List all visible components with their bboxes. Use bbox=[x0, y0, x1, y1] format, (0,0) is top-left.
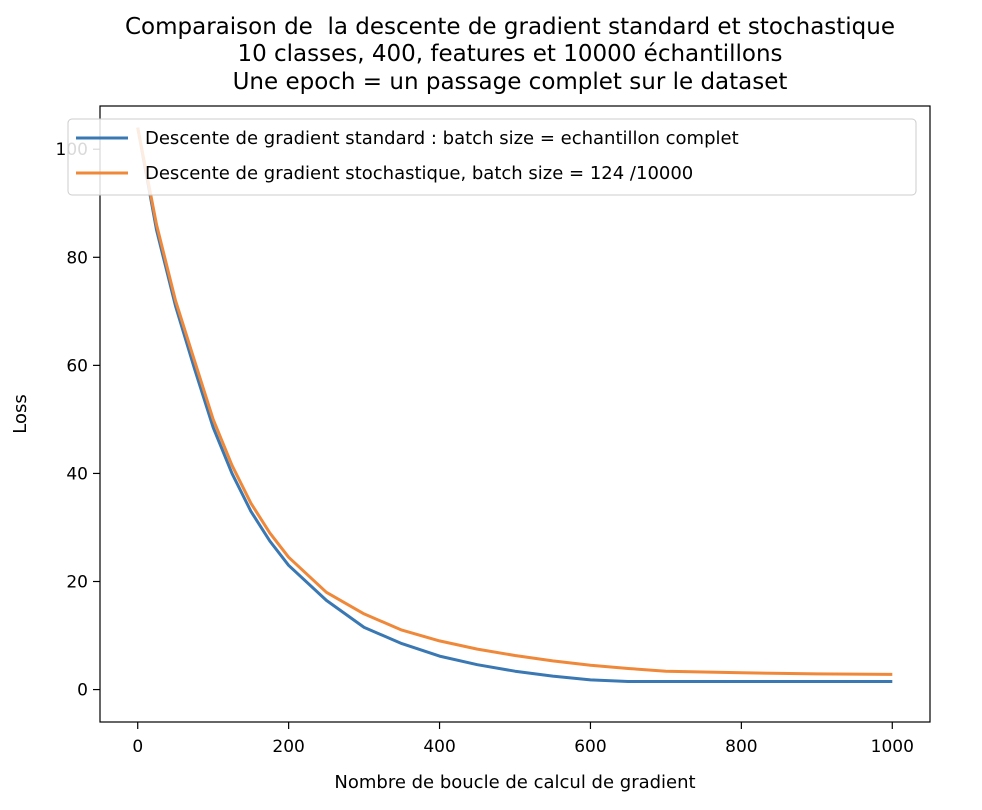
legend-box bbox=[67, 118, 917, 196]
y-tick-label: 40 bbox=[66, 464, 88, 484]
series-line-1 bbox=[136, 127, 893, 683]
x-tick-label: 200 bbox=[272, 737, 304, 757]
y-tick-label: 20 bbox=[66, 573, 88, 593]
series-line-2 bbox=[136, 127, 893, 676]
x-tick-label: 600 bbox=[574, 737, 606, 757]
x-tick-label: 1000 bbox=[871, 737, 914, 757]
title-line-3: Une epoch = un passage complet sur le da… bbox=[232, 69, 788, 95]
x-tick-label: 400 bbox=[423, 737, 455, 757]
legend-entry-1: Descente de gradient standard : batch si… bbox=[145, 128, 739, 149]
y-axis-label: Loss bbox=[10, 394, 31, 433]
y-axis: 020406080100 bbox=[56, 140, 100, 701]
x-tick-label: 800 bbox=[725, 737, 757, 757]
y-tick-label: 60 bbox=[66, 356, 88, 376]
y-tick-label: 80 bbox=[66, 248, 88, 268]
x-axis-label: Nombre de boucle de calcul de gradient bbox=[334, 772, 695, 793]
plot-lines bbox=[136, 127, 893, 683]
title-line-1: Comparaison de la descente de gradient s… bbox=[124, 14, 896, 40]
plot-frame bbox=[99, 105, 931, 723]
legend: Descente de gradient standard : batch si… bbox=[67, 118, 917, 196]
y-tick-label: 0 bbox=[77, 681, 88, 701]
title-line-2: 10 classes, 400, features et 10000 échan… bbox=[237, 41, 783, 67]
x-tick-label: 0 bbox=[132, 737, 143, 757]
x-axis: 0 200 400 600 800 1000 bbox=[132, 722, 914, 757]
legend-entry-2: Descente de gradient stochastique, batch… bbox=[145, 163, 693, 184]
